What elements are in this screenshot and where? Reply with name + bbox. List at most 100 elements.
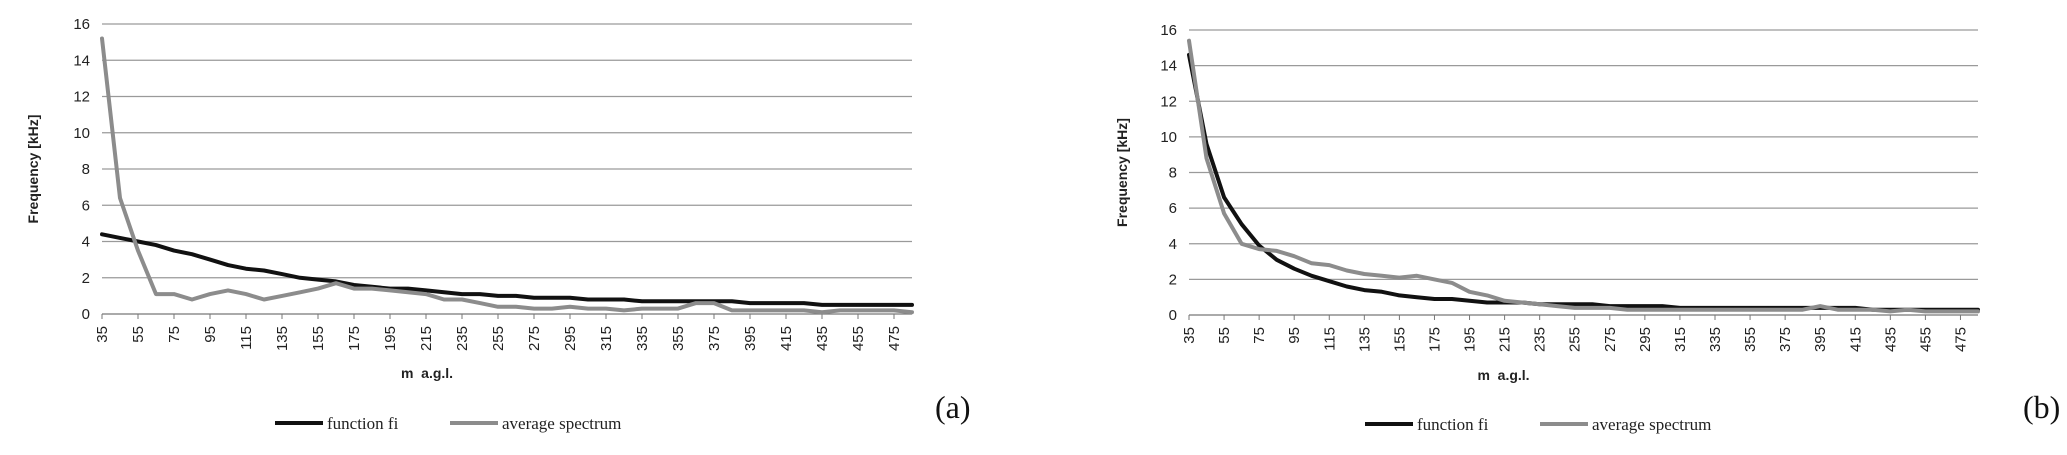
- panel-label-a: (a): [935, 389, 971, 425]
- data-point: [874, 309, 878, 312]
- data-point: [1468, 299, 1471, 302]
- data-point: [658, 307, 662, 310]
- x-tick-label: 95: [202, 326, 219, 343]
- data-point: [298, 276, 302, 279]
- data-point: [514, 294, 518, 298]
- x-tick-label: 375: [706, 326, 723, 351]
- data-point: [676, 307, 680, 310]
- x-tick-label: 175: [1426, 327, 1443, 352]
- data-point: [1696, 308, 1699, 311]
- data-point: [1257, 247, 1261, 251]
- data-point: [352, 287, 356, 290]
- data-point: [478, 292, 482, 296]
- data-point: [730, 300, 734, 303]
- data-point: [748, 309, 752, 312]
- data-point: [1556, 304, 1559, 308]
- data-point: [1275, 258, 1278, 261]
- data-point: [280, 294, 284, 298]
- data-point: [1345, 269, 1349, 272]
- data-point: [820, 303, 824, 307]
- panel-label-b: (b): [2023, 389, 2060, 425]
- data-point: [820, 310, 824, 314]
- data-point: [100, 233, 104, 236]
- y-tick-label: 4: [82, 234, 90, 251]
- data-point: [1591, 306, 1594, 310]
- x-tick-label: 395: [742, 326, 759, 351]
- legend-label: average spectrum: [502, 414, 621, 433]
- x-axis-title: m a.g.l.: [1477, 367, 1529, 383]
- data-point: [1380, 290, 1384, 294]
- series-line-function-fi: [1187, 52, 1980, 312]
- data-point: [1433, 297, 1436, 301]
- data-point: [496, 294, 500, 298]
- data-point: [1293, 267, 1296, 270]
- data-point: [892, 303, 896, 307]
- x-tick-label: 35: [1181, 327, 1198, 344]
- x-tick-label: 335: [634, 326, 651, 351]
- x-tick-label: 155: [1391, 327, 1408, 352]
- y-tick-label: 14: [73, 52, 90, 69]
- data-point: [1591, 303, 1594, 306]
- data-point: [532, 296, 536, 299]
- data-point: [694, 301, 698, 305]
- data-point: [550, 296, 554, 299]
- data-point: [1941, 310, 1945, 313]
- x-tick-label: 115: [1321, 327, 1338, 351]
- x-tick-label: 295: [1637, 327, 1654, 352]
- data-point: [226, 263, 230, 267]
- data-point: [1222, 196, 1226, 199]
- x-tick-label: 35: [94, 326, 111, 343]
- data-point: [892, 309, 896, 312]
- x-tick-label: 235: [454, 326, 471, 351]
- data-point: [712, 301, 716, 305]
- x-tick-label: 455: [850, 326, 867, 351]
- data-point: [1415, 295, 1419, 299]
- legend-label: average spectrum: [1592, 415, 1711, 434]
- x-tick-label: 415: [778, 326, 795, 351]
- x-tick-label: 255: [1567, 327, 1584, 352]
- x-tick-label: 235: [1532, 327, 1549, 352]
- data-point: [190, 252, 194, 256]
- data-point: [1573, 306, 1576, 310]
- data-point: [496, 305, 500, 308]
- y-tick-label: 4: [1169, 236, 1177, 253]
- x-tick-label: 315: [1672, 327, 1689, 352]
- data-point: [280, 272, 284, 276]
- data-point: [550, 307, 554, 310]
- data-point: [640, 300, 644, 303]
- data-point: [1643, 308, 1647, 311]
- data-point: [622, 298, 626, 301]
- data-point: [784, 301, 788, 305]
- data-point: [1415, 274, 1419, 278]
- data-point: [1678, 308, 1682, 311]
- x-tick-label: 455: [1917, 327, 1934, 352]
- y-tick-label: 10: [73, 125, 90, 142]
- data-point: [568, 296, 572, 299]
- data-point: [1363, 272, 1366, 276]
- data-point: [1819, 304, 1822, 308]
- y-tick-label: 0: [82, 306, 90, 323]
- data-point: [1485, 301, 1489, 304]
- x-tick-label: 295: [562, 326, 579, 351]
- data-point: [604, 298, 608, 301]
- x-tick-label: 135: [1356, 327, 1373, 352]
- data-point: [1608, 306, 1612, 310]
- data-point: [172, 292, 176, 296]
- x-axis-title: m a.g.l.: [401, 365, 453, 381]
- x-tick-label: 415: [1847, 327, 1864, 352]
- x-tick-label: 255: [490, 326, 507, 351]
- y-tick-label: 16: [73, 16, 90, 33]
- data-point: [532, 307, 536, 310]
- x-tick-label: 215: [418, 326, 435, 351]
- data-point: [154, 243, 158, 247]
- data-point: [1801, 308, 1804, 311]
- data-point: [604, 307, 608, 310]
- data-point: [1836, 308, 1839, 311]
- data-point: [910, 310, 914, 314]
- data-point: [1889, 310, 1892, 313]
- x-tick-label: 195: [382, 326, 399, 351]
- y-tick-label: 6: [82, 197, 90, 214]
- data-point: [1485, 294, 1489, 297]
- data-point: [154, 292, 158, 296]
